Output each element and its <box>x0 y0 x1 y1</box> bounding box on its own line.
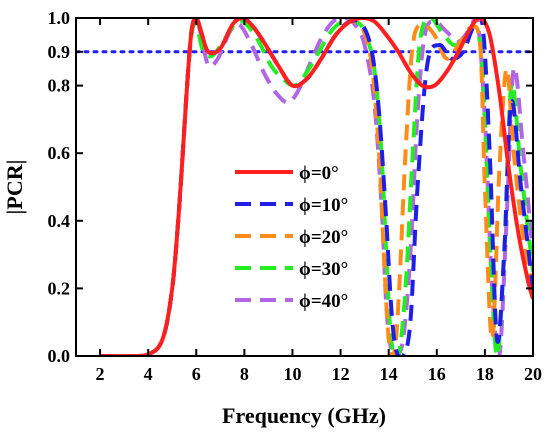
y-tick-label: 0.9 <box>48 42 71 62</box>
legend-label-3: ϕ=30° <box>299 259 348 280</box>
x-ticks: 2 4 6 8 10 12 14 16 18 20 <box>96 18 542 384</box>
legend-label-0: ϕ=0° <box>299 163 339 184</box>
legend-label-2: ϕ=20° <box>299 227 348 248</box>
y-tick-label: 0.4 <box>48 211 71 231</box>
x-tick-label: 4 <box>144 364 153 384</box>
x-tick-label: 6 <box>192 364 201 384</box>
y-axis-label: |PCR| <box>2 160 27 215</box>
legend-label-4: ϕ=40° <box>299 291 348 312</box>
legend-label-1: ϕ=10° <box>299 195 348 216</box>
y-ticks: 0.0 0.2 0.4 0.6 0.8 0.9 1.0 <box>48 8 533 366</box>
y-tick-label: 1.0 <box>48 8 71 28</box>
plot-frame <box>75 17 534 357</box>
x-tick-label: 18 <box>476 364 494 384</box>
y-tick-label: 0.6 <box>48 143 71 163</box>
y-tick-label: 0.8 <box>48 76 71 96</box>
y-tick-label: 0.0 <box>48 346 71 366</box>
x-tick-label: 20 <box>524 364 542 384</box>
legend: ϕ=0° ϕ=10° ϕ=20° ϕ=30° ϕ=40° <box>235 163 348 312</box>
y-tick-label: 0.2 <box>48 278 71 298</box>
x-tick-label: 12 <box>332 364 350 384</box>
x-tick-label: 8 <box>240 364 249 384</box>
x-tick-label: 14 <box>380 364 398 384</box>
x-tick-label: 2 <box>96 364 105 384</box>
x-axis-label: Frequency (GHz) <box>222 403 386 428</box>
x-tick-label: 10 <box>283 364 301 384</box>
x-tick-label: 16 <box>428 364 446 384</box>
